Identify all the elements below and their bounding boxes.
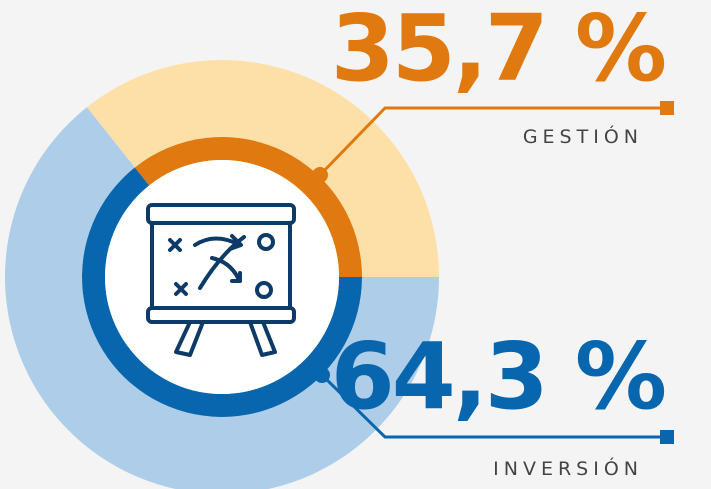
leader-line (318, 106, 668, 177)
leader-end (660, 430, 674, 444)
easel-icon (146, 203, 296, 357)
value-label: 35,7 % (331, 0, 665, 102)
donut (5, 60, 440, 489)
leader-dot (314, 367, 330, 383)
outer-segment (86, 60, 440, 278)
category-label: INVERSIÓN (493, 456, 643, 480)
leader-dot (312, 167, 328, 183)
outer-segment (5, 107, 439, 489)
center-circle (105, 160, 339, 394)
value-label: 64,3 % (331, 323, 665, 430)
inner-segment (134, 137, 362, 277)
category-label: GESTIÓN (523, 124, 643, 148)
leader-line (320, 373, 668, 439)
leader-end (660, 101, 674, 115)
